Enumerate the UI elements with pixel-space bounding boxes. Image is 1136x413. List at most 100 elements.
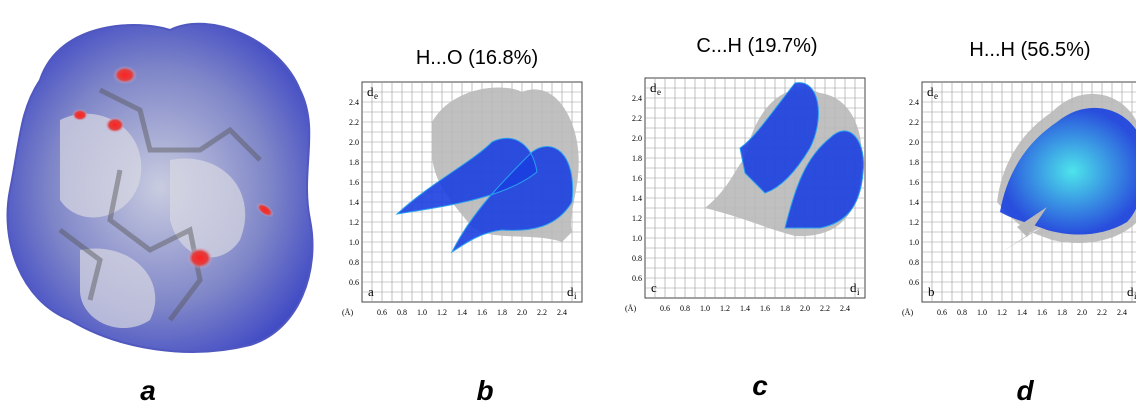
x-tick-label: 2.0 (800, 304, 810, 313)
fingerprint-plot: 0.6 0.8 1.0 1.2 1.4 1.6 1.8 2.0 2.2 2.4 0.6 0.8 1.0 1… (902, 81, 1136, 317)
y-tick-label: 2.4 (349, 98, 359, 107)
x-tick-label: 2.4 (1117, 308, 1127, 317)
blue-edge (784, 130, 865, 229)
blue-region (785, 130, 864, 228)
x-tick-label: 0.6 (937, 308, 947, 317)
x-tick-label: 1.2 (437, 308, 447, 317)
x-tick-label: 0.6 (377, 308, 387, 317)
x-tick-label: 2.0 (1077, 308, 1087, 317)
blue-region (1000, 107, 1136, 235)
x-axis-label: d (850, 280, 857, 295)
blue-region (452, 146, 573, 252)
x-tick-label: 1.8 (497, 308, 507, 317)
y-axis-sub: e (374, 91, 378, 101)
x-tick-label: 0.8 (957, 308, 967, 317)
x-tick-label: 2.0 (517, 308, 527, 317)
corner-label: b (928, 284, 935, 299)
y-tick-label: 1.2 (632, 214, 642, 223)
y-tick-label: 1.6 (349, 178, 359, 187)
y-axis-label: d (927, 84, 934, 99)
unit-label: (Å) (342, 308, 353, 317)
x-tick-label: 1.8 (1057, 308, 1067, 317)
blue-region (397, 138, 537, 214)
y-tick-label: 1.8 (632, 154, 642, 163)
y-tick-label: 1.0 (909, 238, 919, 247)
y-tick-label: 1.4 (632, 194, 642, 203)
x-tick-label: 0.8 (397, 308, 407, 317)
y-tick-label: 0.8 (349, 258, 359, 267)
y-tick-label: 1.6 (632, 174, 642, 183)
unit-label: (Å) (902, 308, 913, 317)
x-axis-sub: i (1134, 291, 1136, 301)
x-tick-label: 2.4 (840, 304, 850, 313)
blue-edge (395, 137, 538, 215)
y-tick-label: 1.2 (909, 218, 919, 227)
panel-caption: c (752, 370, 768, 401)
x-tick-label: 1.6 (760, 304, 770, 313)
y-tick-label: 2.2 (349, 118, 359, 127)
x-tick-label: 1.4 (457, 308, 467, 317)
panel-caption: d (1016, 375, 1034, 406)
x-tick-label: 1.2 (997, 308, 1007, 317)
y-tick-label: 0.8 (909, 258, 919, 267)
fingerprint-plot: 0.6 0.8 1.0 1.2 1.4 1.6 1.8 2.0 2.2 2.4 0.6 0.8 1.0 1… (625, 77, 866, 313)
plot-title: H...H (56.5%) (969, 39, 1090, 61)
plot-title: H...O (16.8%) (416, 47, 538, 69)
x-tick-label: 0.6 (660, 304, 670, 313)
y-tick-label: 0.6 (909, 278, 919, 287)
y-tick-label: 1.8 (349, 158, 359, 167)
y-axis-sub: e (657, 87, 661, 97)
unit-label: (Å) (625, 304, 636, 313)
y-tick-label: 1.2 (349, 218, 359, 227)
corner-label: c (651, 280, 657, 295)
y-tick-label: 0.8 (632, 254, 642, 263)
y-tick-label: 1.4 (349, 198, 359, 207)
fingerprint-plot: 0.6 0.8 1.0 1.2 1.4 1.6 1.8 2.0 2.2 2.4 0.6 0.8 1.0 1… (342, 81, 583, 317)
corner-label: a (368, 284, 374, 299)
y-axis-label: d (367, 84, 374, 99)
x-tick-label: 1.0 (700, 304, 710, 313)
x-tick-label: 1.0 (977, 308, 987, 317)
y-tick-label: 0.6 (349, 278, 359, 287)
y-tick-label: 2.2 (909, 118, 919, 127)
x-tick-label: 1.2 (720, 304, 730, 313)
panel-caption: b (476, 375, 493, 406)
y-tick-label: 1.4 (909, 198, 919, 207)
y-tick-label: 2.4 (909, 98, 919, 107)
hirshfeld-surface (6, 22, 314, 353)
y-tick-label: 1.0 (632, 234, 642, 243)
x-tick-label: 2.2 (1097, 308, 1107, 317)
y-axis-sub: e (934, 91, 938, 101)
x-tick-label: 1.0 (417, 308, 427, 317)
x-tick-label: 2.2 (537, 308, 547, 317)
x-tick-label: 1.8 (780, 304, 790, 313)
x-axis-label: d (1127, 284, 1134, 299)
x-tick-label: 1.6 (1037, 308, 1047, 317)
x-tick-label: 1.4 (740, 304, 750, 313)
x-tick-label: 1.6 (477, 308, 487, 317)
panel-caption: a (140, 375, 156, 406)
blue-region (740, 82, 819, 193)
y-tick-label: 1.6 (909, 178, 919, 187)
x-tick-label: 0.8 (680, 304, 690, 313)
x-tick-label: 2.2 (820, 304, 830, 313)
y-axis-label: d (650, 80, 657, 95)
blue-edge (450, 146, 574, 254)
y-tick-label: 2.2 (632, 114, 642, 123)
y-tick-label: 2.0 (632, 134, 642, 143)
y-tick-label: 1.8 (909, 158, 919, 167)
x-axis-label: d (567, 284, 574, 299)
x-tick-label: 2.4 (557, 308, 567, 317)
blue-edge (739, 82, 819, 194)
x-axis-sub: i (857, 287, 860, 297)
y-tick-label: 2.4 (632, 94, 642, 103)
x-tick-label: 1.4 (1017, 308, 1027, 317)
y-tick-label: 0.6 (632, 274, 642, 283)
y-tick-label: 2.0 (909, 138, 919, 147)
y-tick-label: 1.0 (349, 238, 359, 247)
x-axis-sub: i (574, 291, 577, 301)
plot-title: C...H (19.7%) (696, 35, 817, 57)
gray-spike (1017, 207, 1047, 237)
y-tick-label: 2.0 (349, 138, 359, 147)
